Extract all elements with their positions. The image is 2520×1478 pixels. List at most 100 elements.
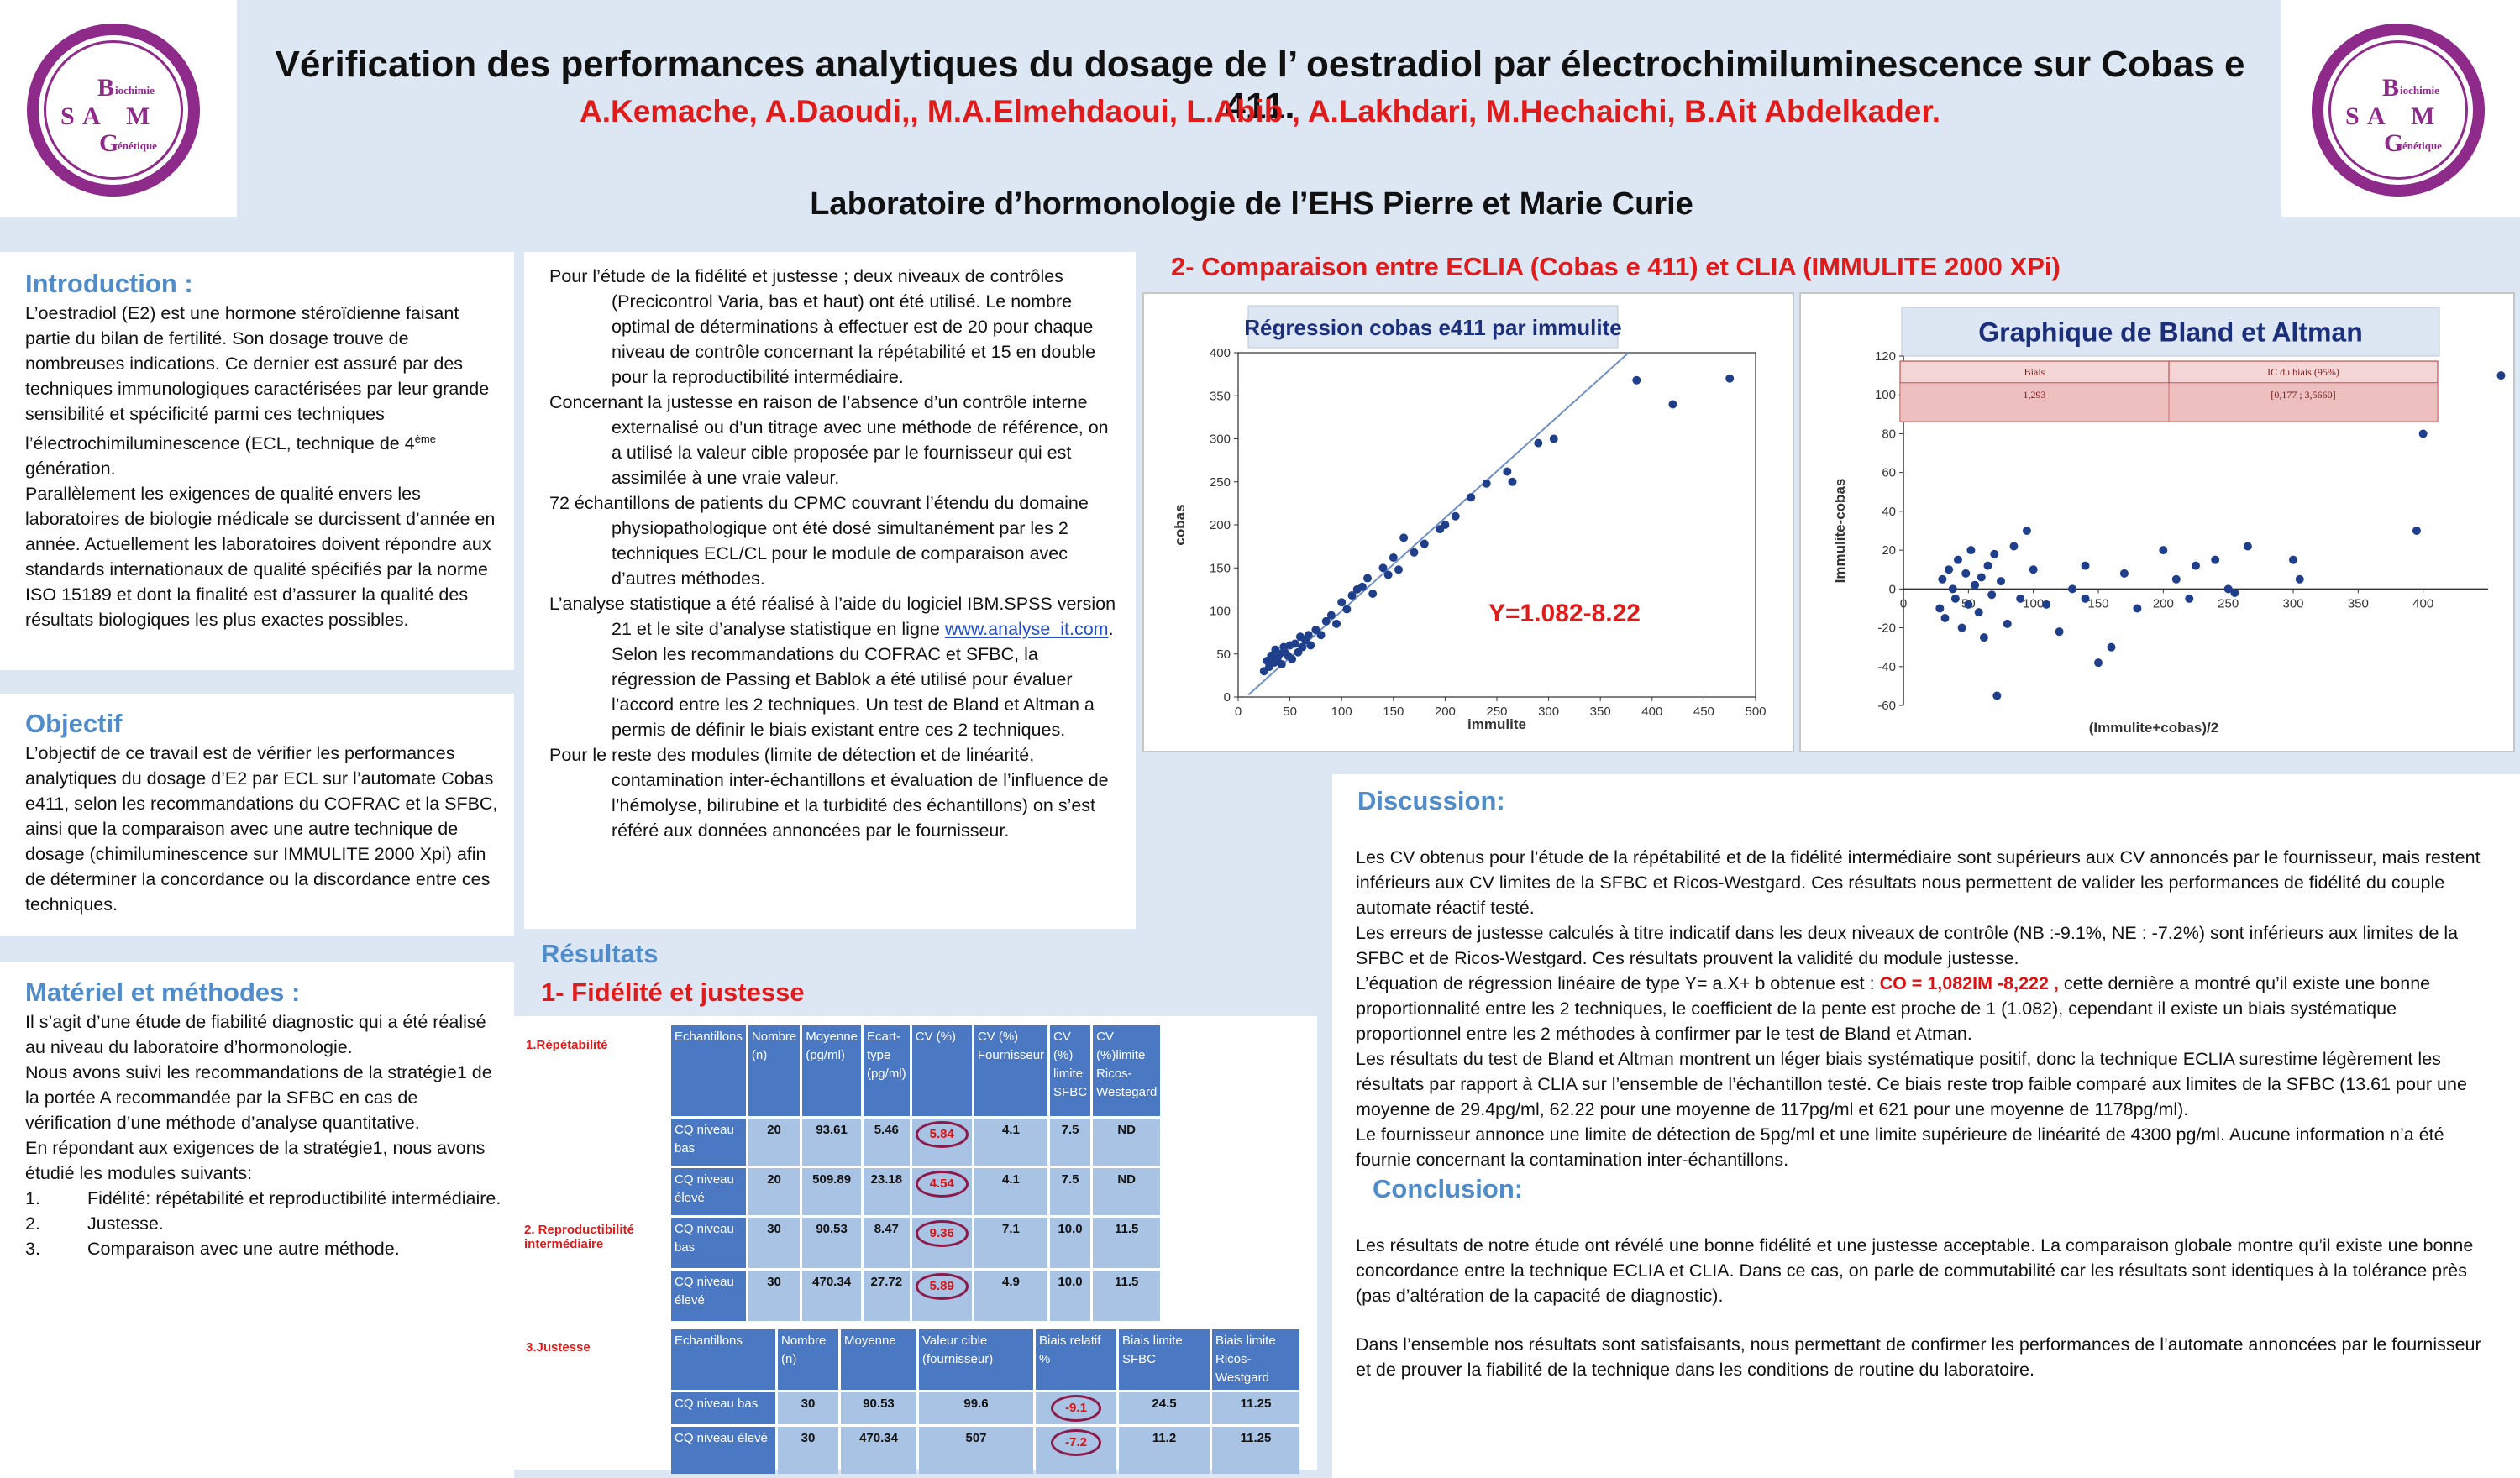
data-point [2185, 594, 2194, 603]
x-tick-label: 150 [1383, 705, 1404, 719]
x-tick-label: 250 [2218, 596, 2239, 611]
x-axis-label: immulite [1467, 716, 1526, 732]
data-point [1983, 561, 1992, 570]
regression-line [1247, 352, 1630, 696]
data-point [1948, 584, 1957, 594]
y-tick-label: -60 [1877, 699, 1896, 713]
data-point [1990, 549, 1999, 558]
middle-paragraph-4: L’analyse statistique a été réalisé à l’… [549, 594, 1116, 740]
introduction-paragraph-2: Parallèlement les exigences de qualité e… [25, 484, 496, 631]
data-point [1940, 614, 1950, 622]
association-logo: B iochimie S A M G énétique [27, 24, 200, 197]
bias-value: 1,293 [2024, 389, 2046, 401]
y-tick-label: 100 [1875, 388, 1896, 402]
data-point [2133, 604, 2142, 613]
data-point [2068, 584, 2077, 594]
x-tick-label: 500 [1745, 705, 1766, 719]
data-point [2418, 429, 2428, 438]
table-row: CQ niveau élevé 30 470.34 27.72 5.89 4.9… [671, 1271, 1161, 1321]
bias-table-body [1900, 382, 2438, 422]
data-point [2295, 574, 2304, 584]
data-point [2009, 542, 2019, 551]
comparaison-heading: 2- Comparaison entre ECLIA (Cobas e 411)… [1171, 252, 2061, 281]
justesse-label: 3.Justesse [526, 1340, 591, 1355]
data-point [1992, 691, 2002, 700]
data-point [2211, 555, 2220, 564]
data-point [2003, 619, 2012, 628]
data-point [1332, 619, 1341, 628]
data-point [1961, 569, 1971, 578]
x-tick-label: 50 [1283, 705, 1297, 719]
x-tick-label: 350 [2348, 596, 2369, 611]
association-logo: B iochimie S A M G énétique [2312, 24, 2485, 197]
chart-title-box [1901, 307, 2440, 357]
bias-ci-value: [0,177 ; 3,5660] [2271, 389, 2335, 401]
poster-title: Vérification des performances analytique… [275, 44, 2245, 127]
data-point [1410, 548, 1419, 557]
discussion-paragraph-3: L’équation de régression linéaire de typ… [1356, 973, 2431, 1044]
data-point [2243, 542, 2252, 551]
table-row: CQ niveau bas 20 93.61 5.46 5.84 4.1 7.5… [671, 1119, 1161, 1166]
data-point [1950, 594, 1960, 603]
y-tick-label: 150 [1210, 561, 1231, 575]
y-tick-label: 40 [1882, 505, 1896, 519]
table-header-row: Echantillons Nombre (n) Moyenne Valeur c… [671, 1329, 1299, 1390]
data-point [1451, 511, 1460, 521]
data-point [1964, 600, 1973, 609]
x-tick-label: 300 [2282, 596, 2303, 611]
data-point [1441, 521, 1450, 529]
chart-title: Régression cobas e411 par immulite [1244, 315, 1621, 340]
middle-paragraph-5: Pour le reste des modules (limite de dét… [549, 745, 1109, 841]
poster-authors: A.Kemache, A.Daoudi,, M.A.Elmehdaoui, L.… [579, 94, 1941, 128]
y-tick-label: -40 [1877, 660, 1896, 674]
methodes-paragraph-1: Il s’agit d’une étude de fiabilité diagn… [25, 1012, 486, 1057]
data-point [2107, 642, 2116, 652]
table-row: CQ niveau bas 30 90.53 99.6 -9.1 24.5 11… [671, 1392, 1299, 1424]
y-tick-label: 300 [1210, 432, 1231, 447]
justesse-table: Echantillons Nombre (n) Moyenne Valeur c… [669, 1327, 1302, 1476]
resultats-heading: Résultats [541, 939, 659, 968]
x-tick-label: 200 [1435, 705, 1456, 719]
data-point [1304, 631, 1313, 640]
data-point [2289, 555, 2297, 564]
chart-title-box [1247, 305, 1619, 349]
x-tick-label: 400 [2412, 596, 2433, 611]
data-point [1347, 591, 1357, 600]
fidelite-heading: 1- Fidélité et justesse [541, 977, 805, 1007]
y-tick-label: -20 [1877, 621, 1896, 636]
list-item: 1. Fidélité: répétabilité et reproductibi… [25, 1188, 501, 1208]
regression-equation-label: Y=1.082-8.22 [1488, 600, 1641, 627]
highlight-circle: 9.36 [915, 1220, 969, 1247]
analyse-it-link[interactable]: www.analyse_it.com [944, 619, 1109, 639]
y-tick-label: 80 [1882, 427, 1896, 441]
data-point [1352, 584, 1362, 594]
list-item: 3. Comparaison avec une autre méthode. [25, 1239, 400, 1259]
discussion-heading: Discussion: [1357, 786, 1505, 815]
bland-altman-chart: Graphique de Bland et Altman050100150200… [1832, 307, 2506, 736]
data-point [1966, 546, 1976, 555]
x-tick-label: 100 [2023, 596, 2044, 611]
highlight-circle: 4.54 [915, 1171, 969, 1198]
logo-right-box: B iochimie S A M G énétique [2281, 0, 2520, 217]
data-point [2192, 561, 2200, 570]
data-point [1326, 611, 1336, 620]
data-point [2094, 658, 2103, 668]
data-point [1420, 539, 1429, 548]
data-point [1549, 434, 1558, 443]
data-point [1957, 623, 1966, 632]
introduction-paragraph-1: L’oestradiol (E2) est une hormone stéroï… [25, 303, 490, 480]
methodes-heading: Matériel et méthodes : [25, 977, 301, 1007]
conclusion-paragraph-2: Dans l’ensemble nos résultats sont satis… [1356, 1334, 2481, 1380]
discussion-paragraph-1: Les CV obtenus pour l’étude de la répéta… [1356, 847, 2481, 918]
discussion-paragraph-5: Le fournisseur annonce une limite de dét… [1356, 1124, 2444, 1170]
highlight-circle: -7.2 [1051, 1429, 1101, 1456]
bias-ci-header: IC du biais (95%) [2267, 366, 2339, 378]
data-point [2496, 371, 2506, 380]
x-tick-label: 400 [1641, 705, 1662, 719]
data-point [1938, 574, 1947, 584]
data-point [2055, 627, 2064, 637]
data-point [1277, 660, 1286, 669]
methodes-paragraph-3: En répondant aux exigences de la stratég… [25, 1138, 486, 1183]
data-point [2042, 600, 2051, 609]
data-point [2230, 588, 2239, 597]
